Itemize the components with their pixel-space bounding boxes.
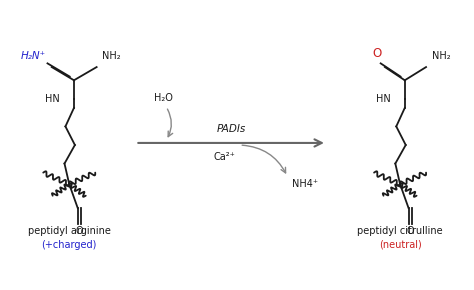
Text: O: O [373,47,382,60]
Text: O: O [75,226,83,236]
Text: PADIs: PADIs [217,124,246,134]
Text: HN: HN [45,94,60,104]
Text: NH₂: NH₂ [102,51,121,61]
Text: H₂N⁺: H₂N⁺ [20,51,46,61]
Text: (+charged): (+charged) [42,240,97,250]
Text: NH₂: NH₂ [432,51,450,61]
Text: peptidyl citrulline: peptidyl citrulline [357,226,443,236]
Text: H₂O: H₂O [155,93,173,103]
Text: HN: HN [376,94,391,104]
Text: Ca²⁺: Ca²⁺ [213,152,235,162]
Text: NH4⁺: NH4⁺ [292,179,319,189]
Text: (neutral): (neutral) [379,240,421,250]
Text: O: O [406,226,414,236]
Text: peptidyl arginine: peptidyl arginine [28,226,110,236]
